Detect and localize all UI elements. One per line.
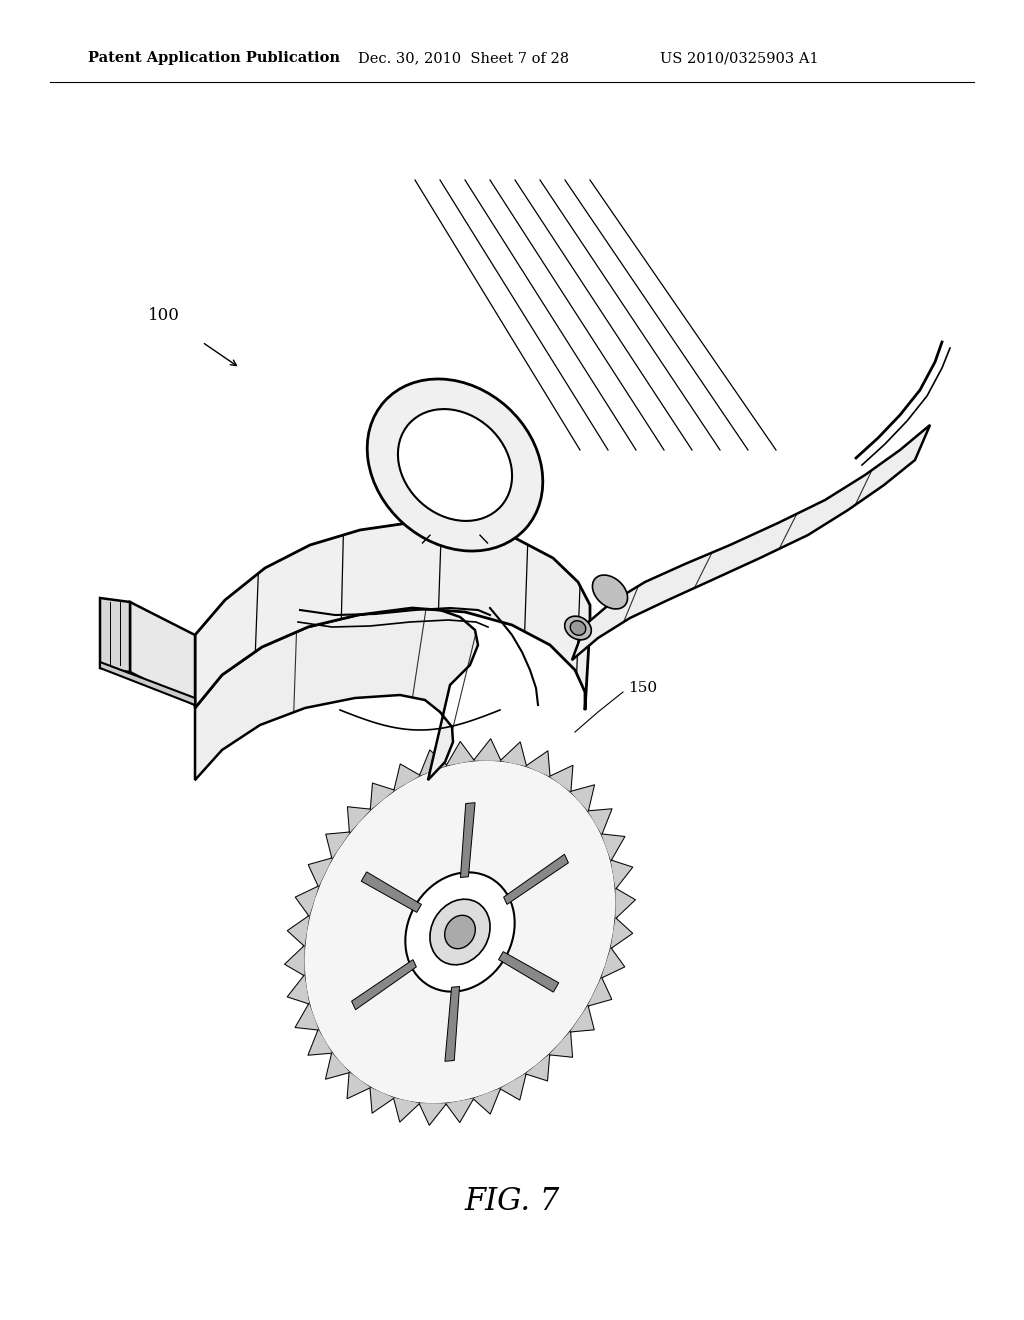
Polygon shape (445, 986, 460, 1061)
Polygon shape (419, 1104, 446, 1125)
Polygon shape (326, 832, 349, 858)
Polygon shape (308, 1030, 332, 1055)
Polygon shape (347, 1073, 370, 1098)
Ellipse shape (593, 576, 628, 609)
Polygon shape (589, 809, 612, 834)
Polygon shape (371, 783, 394, 809)
Polygon shape (473, 1089, 501, 1114)
Polygon shape (501, 1074, 526, 1100)
Polygon shape (361, 873, 422, 912)
Polygon shape (611, 919, 633, 948)
Polygon shape (287, 975, 308, 1003)
Polygon shape (570, 1006, 594, 1032)
Polygon shape (611, 861, 633, 888)
Polygon shape (550, 766, 572, 791)
Polygon shape (446, 1100, 473, 1122)
Polygon shape (550, 1032, 572, 1057)
Text: US 2010/0325903 A1: US 2010/0325903 A1 (660, 51, 818, 65)
Text: 100: 100 (148, 306, 180, 323)
Polygon shape (499, 952, 559, 993)
Text: Patent Application Publication: Patent Application Publication (88, 51, 340, 65)
Ellipse shape (303, 759, 616, 1105)
Polygon shape (326, 1053, 349, 1080)
Polygon shape (474, 739, 501, 760)
Text: FIG. 7: FIG. 7 (464, 1187, 560, 1217)
Polygon shape (572, 425, 930, 660)
Polygon shape (393, 1098, 419, 1122)
Polygon shape (351, 960, 417, 1010)
Polygon shape (504, 854, 568, 904)
Polygon shape (571, 785, 595, 810)
Ellipse shape (406, 873, 515, 991)
Text: 150: 150 (628, 681, 657, 696)
Text: 406: 406 (318, 921, 347, 935)
Polygon shape (195, 609, 478, 780)
Polygon shape (394, 764, 420, 789)
Polygon shape (295, 886, 318, 916)
Polygon shape (602, 834, 625, 861)
Polygon shape (420, 750, 446, 775)
Polygon shape (295, 1003, 318, 1030)
Polygon shape (501, 742, 526, 766)
Ellipse shape (564, 616, 591, 640)
Polygon shape (588, 978, 611, 1006)
Polygon shape (288, 916, 309, 946)
Ellipse shape (368, 379, 543, 550)
Polygon shape (195, 521, 590, 710)
Polygon shape (526, 1055, 550, 1081)
Ellipse shape (398, 409, 512, 521)
Text: Dec. 30, 2010  Sheet 7 of 28: Dec. 30, 2010 Sheet 7 of 28 (358, 51, 569, 65)
Polygon shape (526, 751, 550, 776)
Polygon shape (446, 742, 474, 766)
Polygon shape (347, 807, 371, 832)
Ellipse shape (430, 899, 490, 965)
Polygon shape (461, 803, 475, 878)
Polygon shape (130, 602, 195, 705)
Polygon shape (370, 1088, 393, 1113)
Ellipse shape (570, 620, 586, 635)
Polygon shape (308, 858, 332, 886)
Polygon shape (100, 598, 130, 672)
Ellipse shape (444, 915, 475, 949)
Polygon shape (285, 946, 304, 975)
Polygon shape (602, 948, 625, 978)
Polygon shape (616, 888, 636, 919)
Polygon shape (100, 663, 195, 705)
